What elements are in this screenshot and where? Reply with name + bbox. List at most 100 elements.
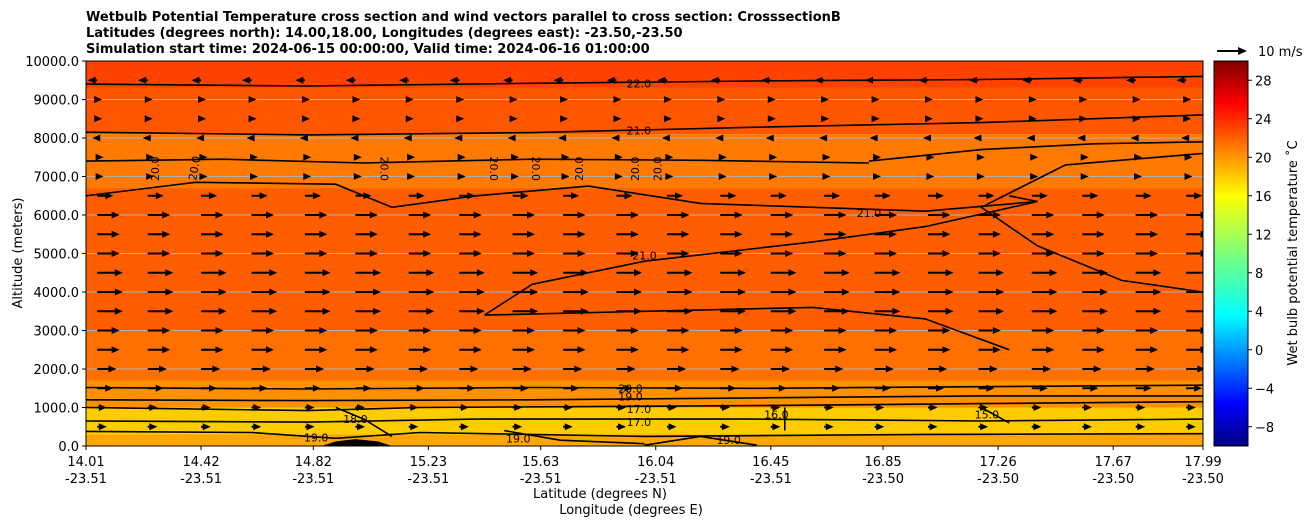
wind-vector-6-2 <box>201 192 218 200</box>
wind-vector-12-1 <box>147 307 174 315</box>
wind-vector-11-8 <box>512 288 539 296</box>
contour-label-9: 19.0 <box>618 390 643 403</box>
x-tick-lon-10: -23.50 <box>1182 472 1224 487</box>
wind-vector-7-10 <box>616 211 639 219</box>
wind-vector-17-13 <box>770 404 781 411</box>
wind-vector-3-21 <box>1181 134 1190 142</box>
wind-vector-6-0 <box>97 192 114 200</box>
contour-label-14: 19.0 <box>506 432 531 445</box>
wind-vector-11-12 <box>720 288 746 296</box>
wind-vector-10-8 <box>512 269 539 277</box>
x-tick-lon-7: -23.50 <box>862 472 904 487</box>
contour-line-14 <box>504 429 645 445</box>
wind-vector-12-11 <box>666 307 693 315</box>
contour-label-15: 19.0 <box>716 434 741 447</box>
x-tick-lat-8: 17.26 <box>980 455 1017 470</box>
contour-line-12 <box>86 430 1203 440</box>
wind-vector-4-6 <box>407 153 416 161</box>
quiver-key-label: 10 m/s <box>1258 45 1303 60</box>
wind-vector-3-0 <box>92 134 101 142</box>
wind-vector-18-4 <box>304 423 315 431</box>
wind-vector-5-3 <box>249 173 258 180</box>
wind-vector-7-19 <box>1082 211 1105 219</box>
contour-line-15 <box>644 435 757 446</box>
wind-vector-14-19 <box>1082 346 1105 354</box>
wind-vector-2-5 <box>352 115 361 123</box>
wind-vector-7-14 <box>824 211 847 219</box>
wind-vector-17-15 <box>874 404 885 411</box>
wind-vector-17-7 <box>459 404 469 411</box>
x-tick-lon-9: -23.50 <box>1092 472 1134 487</box>
wind-vector-13-3 <box>251 327 274 334</box>
wind-vector-6-7 <box>459 192 476 200</box>
wind-vector-13-21 <box>1186 327 1203 334</box>
wind-vector-15-0 <box>97 365 117 373</box>
wind-vector-16-13 <box>770 384 787 392</box>
wind-vector-9-20 <box>1135 250 1159 257</box>
contour-lines: 22.021.021.021.020.019.017.017.019.018.0… <box>86 75 1203 447</box>
contour-extra-label-3: 20.0 <box>487 157 500 182</box>
wind-vector-11-20 <box>1135 288 1162 296</box>
wind-vector-0-11 <box>657 76 667 84</box>
wind-vector-17-12 <box>720 404 730 411</box>
wind-vector-8-6 <box>408 230 432 238</box>
wind-vector-11-2 <box>201 288 227 296</box>
wind-vector-1-3 <box>248 96 257 103</box>
wind-vector-4-4 <box>303 153 312 161</box>
wind-vector-5-1 <box>146 173 155 180</box>
wind-vector-15-10 <box>616 365 636 373</box>
wind-vector-10-15 <box>874 269 901 277</box>
wind-vector-4-7 <box>457 153 466 161</box>
wind-vector-15-4 <box>304 365 325 373</box>
wind-vector-1-9 <box>560 96 569 103</box>
wind-vector-9-2 <box>201 250 224 257</box>
wind-vector-12-6 <box>408 307 435 315</box>
wind-vector-16-3 <box>251 384 268 392</box>
wind-vector-6-5 <box>355 192 372 200</box>
wind-vector-1-14 <box>821 96 830 103</box>
colorbar-ticks: −8 −4 0 4 8 12 16 20 24 28 <box>1248 74 1274 436</box>
wind-vector-1-2 <box>198 96 207 103</box>
wind-vector-9-19 <box>1082 250 1105 257</box>
contour-extra-label-7: 20.0 <box>651 157 664 182</box>
wind-vector-16-6 <box>408 384 425 392</box>
wind-vector-4-10 <box>614 153 623 161</box>
wind-vector-1-16 <box>924 96 933 103</box>
wind-vector-3-5 <box>350 134 359 142</box>
wind-vector-13-20 <box>1135 327 1159 334</box>
title-line-3: Simulation start time: 2024-06-15 00:00:… <box>86 42 650 57</box>
wind-vector-7-0 <box>97 211 120 219</box>
wind-vector-14-13 <box>770 346 794 354</box>
x-tick-lon-6: -23.51 <box>750 472 792 487</box>
wind-vector-2-2 <box>198 115 207 123</box>
wind-vector-18-0 <box>97 423 107 431</box>
wind-vector-0-4 <box>295 76 305 84</box>
wind-vector-16-9 <box>563 384 580 392</box>
wind-vector-13-17 <box>978 327 1001 334</box>
wind-vector-11-6 <box>408 288 435 296</box>
y-tick-label-5: 5000.0 <box>34 248 80 263</box>
wind-vector-6-8 <box>512 192 529 200</box>
wind-vector-2-11 <box>663 115 672 123</box>
wind-vector-2-12 <box>717 115 726 123</box>
wind-vector-13-14 <box>824 327 847 334</box>
contour-label-13: 18.0 <box>343 413 368 426</box>
wind-vector-0-1 <box>138 76 148 84</box>
x-tick-lat-10: 17.99 <box>1184 455 1221 470</box>
wind-vector-4-20 <box>1134 153 1143 161</box>
wind-vector-13-18 <box>1031 327 1055 334</box>
wind-vector-8-12 <box>720 230 743 238</box>
wind-vector-17-9 <box>563 404 573 411</box>
wind-vector-11-13 <box>770 288 797 296</box>
wind-vector-17-4 <box>304 404 315 411</box>
wind-vector-10-5 <box>355 269 382 277</box>
wind-vector-15-7 <box>459 365 479 373</box>
wind-vector-5-15 <box>873 173 882 180</box>
wind-vector-7-8 <box>512 211 535 219</box>
x-axis-label: Latitude (degrees N) <box>533 487 667 502</box>
wind-vector-11-7 <box>459 288 485 296</box>
wind-vector-8-16 <box>927 230 951 238</box>
wind-vector-4-18 <box>1030 153 1039 161</box>
wind-vector-11-3 <box>251 288 278 296</box>
wind-vector-6-11 <box>666 192 683 200</box>
